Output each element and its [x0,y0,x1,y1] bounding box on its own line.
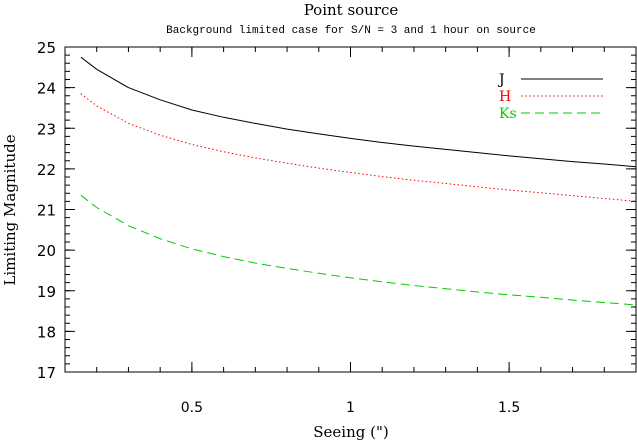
y-tick-label: 18 [37,323,56,341]
chart-title: Point source [304,1,399,19]
y-tick-label: 20 [37,242,56,260]
series-line-j [80,56,637,168]
legend-label-h: H [499,89,511,105]
y-tick-label: 21 [37,202,56,220]
y-tick-label: 24 [37,80,56,98]
y-tick-label: 25 [37,39,56,57]
x-tick-label: 1 [346,400,355,416]
legend-label-ks: Ks [499,106,517,122]
series-line-ks [80,194,637,306]
chart-subtitle: Background limited case for S/N = 3 and … [166,25,536,37]
series-line-h [80,93,637,202]
x-axis-label: Seeing (") [313,423,388,440]
y-tick-label: 19 [37,283,56,301]
y-axis-label: Limiting Magnitude [1,134,19,285]
x-tick-label: 0.5 [181,400,203,416]
series-layer [80,56,637,306]
x-tick-label: 1.5 [498,400,520,416]
y-tick-label: 22 [37,161,56,179]
y-tick-label: 17 [37,364,56,382]
legend-label-j: J [497,72,505,88]
ticks-layer: 0.5 1 1.5 17 18 19 20 21 22 23 24 25 [37,39,636,416]
y-tick-label: 23 [37,120,56,138]
